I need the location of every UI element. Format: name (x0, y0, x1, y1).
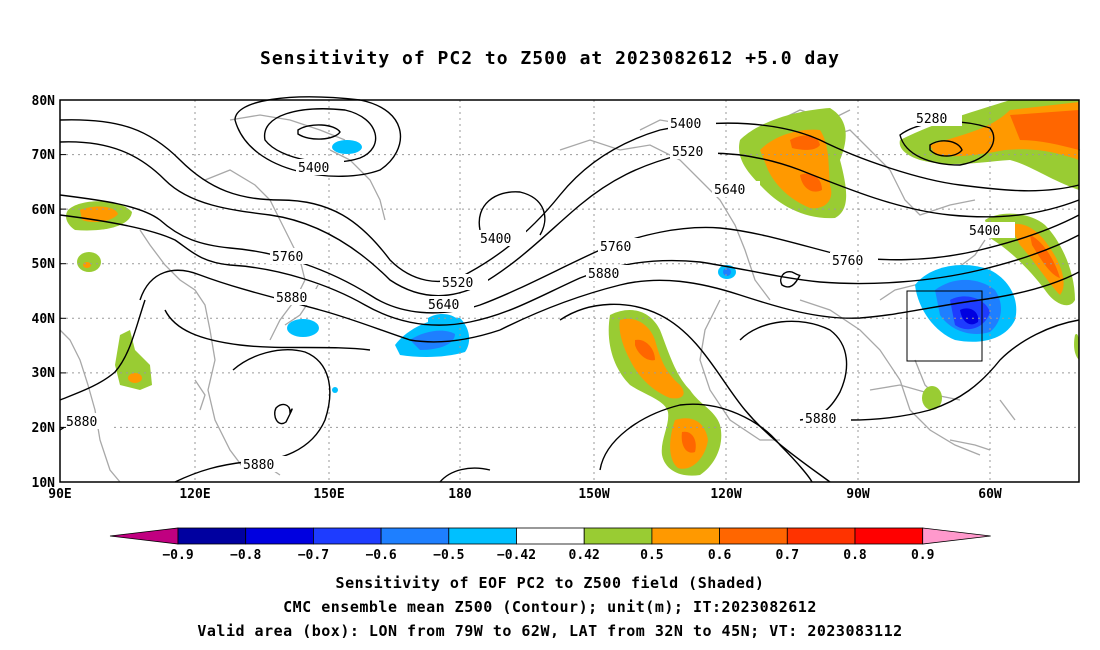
colorbar-label: 0.5 (640, 548, 663, 563)
colorbar-label: 0.8 (843, 548, 867, 563)
contour-label-5880: 5880 (66, 415, 97, 430)
colorbar-swatch (312, 527, 382, 545)
colorbar-swatch (177, 527, 247, 545)
lon-label: 150W (578, 487, 609, 502)
colorbar-label: 0.9 (911, 548, 934, 563)
lat-label: 20N (32, 421, 56, 436)
colorbar-label: −0.8 (230, 548, 261, 563)
contour-label-5880: 5880 (805, 412, 836, 427)
longitude-labels: 90E 120E 150E 180 150W 120W 90W 60W (48, 487, 1002, 502)
contour-label-5520: 5520 (442, 276, 473, 291)
contour-label-5280: 5280 (916, 112, 947, 127)
contour-label-5400: 5400 (670, 117, 701, 132)
contour-labels: 5400 5400 5400 5400 5280 5520 5520 5640 … (64, 110, 1015, 473)
lat-label: 60N (32, 203, 56, 218)
lat-label: 70N (32, 148, 56, 163)
contour-label-5760: 5760 (600, 240, 631, 255)
colorbar-label: 0.7 (776, 548, 799, 563)
colorbar-swatch (448, 527, 517, 545)
lon-label: 120E (179, 487, 210, 502)
lat-label: 10N (32, 476, 56, 491)
lat-label: 40N (32, 312, 56, 327)
colorbar-swatch (380, 527, 450, 545)
colorbar-label: −0.6 (365, 548, 396, 563)
caption-line-3: Valid area (box): LON from 79W to 62W, L… (197, 622, 903, 640)
contour-label-5520: 5520 (672, 145, 703, 160)
lon-label: 180 (448, 487, 472, 502)
contour-label-5760: 5760 (832, 254, 863, 269)
colorbar-label: 0.6 (708, 548, 732, 563)
contour-label-5400: 5400 (480, 232, 511, 247)
contour-label-5880: 5880 (276, 291, 307, 306)
colorbar-label: −0.42 (497, 548, 536, 563)
colorbar-label: 0.42 (569, 548, 600, 563)
caption-line-2: CMC ensemble mean Z500 (Contour); unit(m… (283, 598, 817, 616)
valid-area-box (906, 290, 983, 362)
colorbar-swatch (516, 527, 585, 545)
latitude-labels: 80N 70N 60N 50N 40N 30N 20N 10N (32, 94, 56, 491)
contour-label-5880: 5880 (588, 267, 619, 282)
map-frame (59, 99, 1080, 483)
lon-label: 120W (710, 487, 741, 502)
colorbar-swatch (719, 527, 788, 545)
lon-label: 60W (978, 487, 1002, 502)
map-title: Sensitivity of PC2 to Z500 at 2023082612… (259, 48, 840, 69)
axis-ticks (60, 99, 66, 483)
colorbar-swatch (583, 527, 653, 545)
colorbar-label: −0.7 (298, 548, 329, 563)
lat-label: 80N (32, 94, 56, 109)
contour-label-5640: 5640 (428, 298, 459, 313)
colorbar-label: −0.5 (433, 548, 464, 563)
contour-label-5760: 5760 (272, 250, 303, 265)
colorbar-label: −0.9 (162, 548, 193, 563)
lon-label: 150E (313, 487, 344, 502)
colorbar-swatch (854, 527, 924, 545)
lon-label: 90E (48, 487, 71, 502)
contour-label-5640: 5640 (714, 183, 745, 198)
lon-label: 90W (846, 487, 870, 502)
lat-label: 50N (32, 257, 56, 272)
colorbar-swatch (245, 527, 314, 545)
colorbar-right-extension (922, 527, 991, 545)
contour-label-5400: 5400 (298, 161, 329, 176)
caption-line-1: Sensitivity of EOF PC2 to Z500 field (Sh… (335, 574, 765, 592)
contour-label-5880: 5880 (243, 458, 274, 473)
colorbar-swatch (651, 527, 721, 545)
colorbar: −0.9 −0.8 −0.7 −0.6 −0.5 −0.42 0.42 0.5 0.6 0.7 0.… (109, 527, 991, 563)
contour-label-5400: 5400 (969, 224, 1000, 239)
lat-label: 30N (32, 366, 56, 381)
colorbar-swatch (786, 527, 856, 545)
colorbar-left-extension (109, 527, 179, 545)
negative-sensitivity-blobs (287, 140, 1017, 393)
